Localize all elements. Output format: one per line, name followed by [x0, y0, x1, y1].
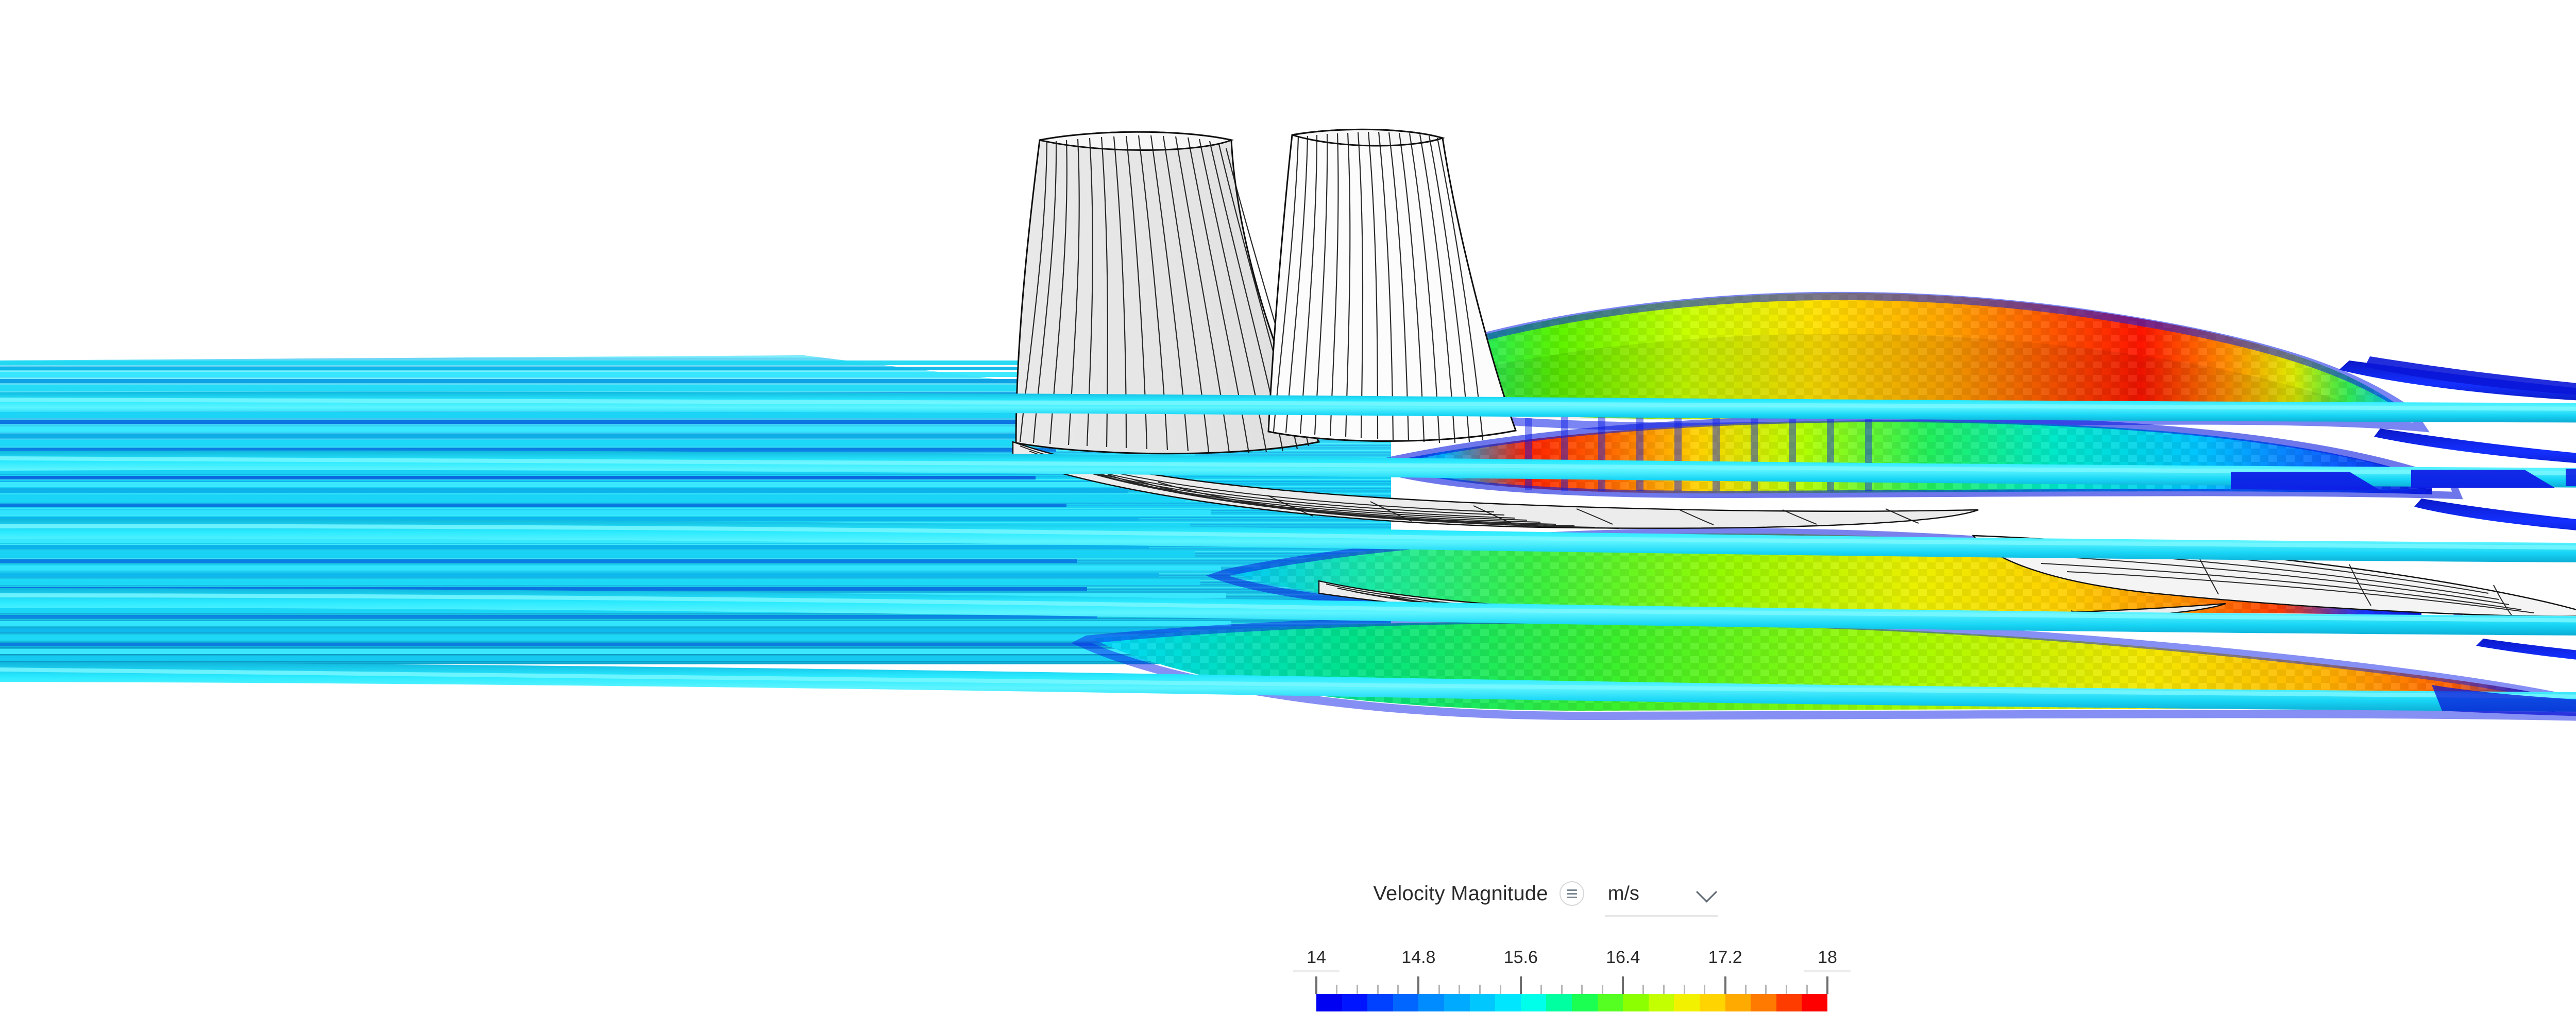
colorbar-band	[1674, 994, 1700, 1011]
colorbar-band	[1546, 994, 1572, 1011]
colorbar-band	[1802, 994, 1827, 1011]
colorbar-band	[1571, 994, 1598, 1011]
colorbar-band	[1469, 994, 1496, 1011]
colorbar-major-tick	[1826, 976, 1828, 994]
unit-value: m/s	[1607, 882, 1639, 904]
colorbar-band	[1699, 994, 1725, 1011]
colorbar-minor-tick	[1479, 985, 1481, 994]
colorbar-minor-tick	[1336, 985, 1338, 994]
colorbar-major-tick	[1622, 976, 1624, 994]
colorbar-minor-tick	[1540, 985, 1542, 994]
colorbar-minor-tick	[1438, 985, 1440, 994]
colorbar-major-tick	[1519, 976, 1522, 994]
streamline-tube-4	[0, 588, 2576, 636]
colorbar-label-underline	[1293, 970, 1340, 972]
colorbar-major-tick	[1724, 976, 1726, 994]
wake-wedges	[2231, 469, 2576, 490]
colorbar-minor-tick	[1806, 985, 1808, 994]
colorbar[interactable]: 14 14.8 15.6 16.4 17.2 18	[1262, 948, 1851, 1011]
colorbar-tick-labels: 14 14.8 15.6 16.4 17.2 18	[1262, 948, 1851, 972]
colorbar-minor-tick	[1397, 985, 1399, 994]
colorbar-band	[1597, 994, 1623, 1011]
streamline-tube-1	[0, 391, 2576, 423]
colorbar-band	[1648, 994, 1674, 1011]
colorbar-tick-label: 14	[1307, 948, 1326, 967]
colorbar-band	[1623, 994, 1649, 1011]
field-name-label: Velocity Magnitude	[1373, 882, 1548, 905]
streamline-tube-3	[0, 519, 2576, 563]
colorbar-tick-label: 17.2	[1708, 948, 1742, 967]
colorbar-band	[1418, 994, 1444, 1011]
colorbar-minor-tick	[1581, 985, 1583, 994]
colorbar-band	[1444, 994, 1470, 1011]
unit-dropdown[interactable]: m/s	[1604, 878, 1718, 917]
colorbar-minor-tick	[1642, 985, 1645, 994]
colorbar-minor-tick	[1499, 985, 1501, 994]
colorbar-minor-tick	[1765, 985, 1767, 994]
colorbar-minor-tick	[1377, 985, 1379, 994]
colorbar-gradient[interactable]	[1316, 994, 1827, 1011]
colorbar-minor-tick	[1683, 985, 1685, 994]
colorbar-band	[1520, 994, 1547, 1011]
streamline-tubes	[0, 391, 2576, 712]
chevron-down-icon	[1696, 881, 1717, 903]
hamburger-bar-1	[1566, 889, 1577, 891]
hamburger-icon[interactable]	[1559, 881, 1584, 906]
colorbar-tick-label: 15.6	[1503, 948, 1538, 967]
colorbar-band	[1393, 994, 1419, 1011]
colorbar-major-tick	[1315, 976, 1317, 994]
colorbar-minor-tick	[1663, 985, 1665, 994]
colorbar-band	[1725, 994, 1751, 1011]
colorbar-band	[1342, 994, 1368, 1011]
colorbar-band	[1776, 994, 1802, 1011]
colorbar-minor-tick	[1602, 985, 1604, 994]
hamburger-bar-2	[1566, 892, 1577, 895]
colorbar-band	[1316, 994, 1342, 1011]
color-legend[interactable]: Velocity Magnitude m/s 14 14.8 15.6 16.4 17.…	[1236, 870, 1855, 1011]
colorbar-minor-tick	[1786, 985, 1788, 994]
colorbar-band	[1495, 994, 1521, 1011]
plume-top	[1301, 291, 2430, 433]
colorbar-band	[1367, 994, 1393, 1011]
colorbar-tick-label: 18	[1818, 948, 1837, 967]
colorbar-major-tick	[1417, 976, 1420, 994]
colorbar-minor-tick	[1561, 985, 1563, 994]
streamline-tube-2	[0, 450, 2576, 488]
colorbar-minor-tick	[1704, 985, 1706, 994]
colorbar-label-underline	[1804, 970, 1851, 972]
colorbar-minor-tick	[1459, 985, 1461, 994]
colorbar-minor-tick	[1356, 985, 1358, 994]
colorbar-tick-label: 16.4	[1606, 948, 1640, 967]
unit-underline	[1604, 915, 1718, 917]
legend-header: Velocity Magnitude m/s	[1236, 870, 1855, 917]
hamburger-bar-3	[1566, 896, 1577, 898]
colorbar-minor-tick	[1744, 985, 1747, 994]
outlet-wakes	[2339, 356, 2576, 716]
colorbar-ticks	[1262, 976, 1829, 994]
colorbar-tick-label: 14.8	[1401, 948, 1436, 967]
colorbar-band	[1751, 994, 1776, 1011]
